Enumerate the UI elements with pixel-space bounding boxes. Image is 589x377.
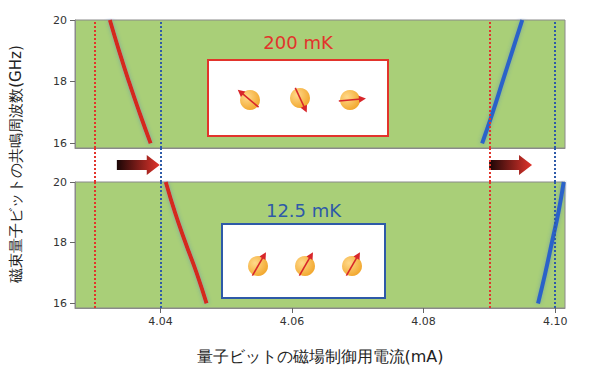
svg-text:200 mK: 200 mK: [263, 32, 334, 53]
svg-text:12.5 mK: 12.5 mK: [266, 200, 342, 221]
svg-text:4.04: 4.04: [148, 315, 173, 328]
svg-text:磁束量子ビットの共鳴周波数(GHz): 磁束量子ビットの共鳴周波数(GHz): [7, 45, 25, 283]
svg-text:20: 20: [53, 176, 67, 189]
svg-text:16: 16: [53, 297, 67, 310]
svg-text:18: 18: [53, 75, 67, 88]
svg-text:4.08: 4.08: [411, 315, 436, 328]
svg-text:4.10: 4.10: [543, 315, 568, 328]
svg-text:量子ビットの磁場制御用電流(mA): 量子ビットの磁場制御用電流(mA): [196, 347, 443, 366]
svg-text:18: 18: [53, 236, 67, 249]
svg-text:4.06: 4.06: [280, 315, 305, 328]
svg-text:16: 16: [53, 137, 67, 150]
svg-text:20: 20: [53, 14, 67, 27]
